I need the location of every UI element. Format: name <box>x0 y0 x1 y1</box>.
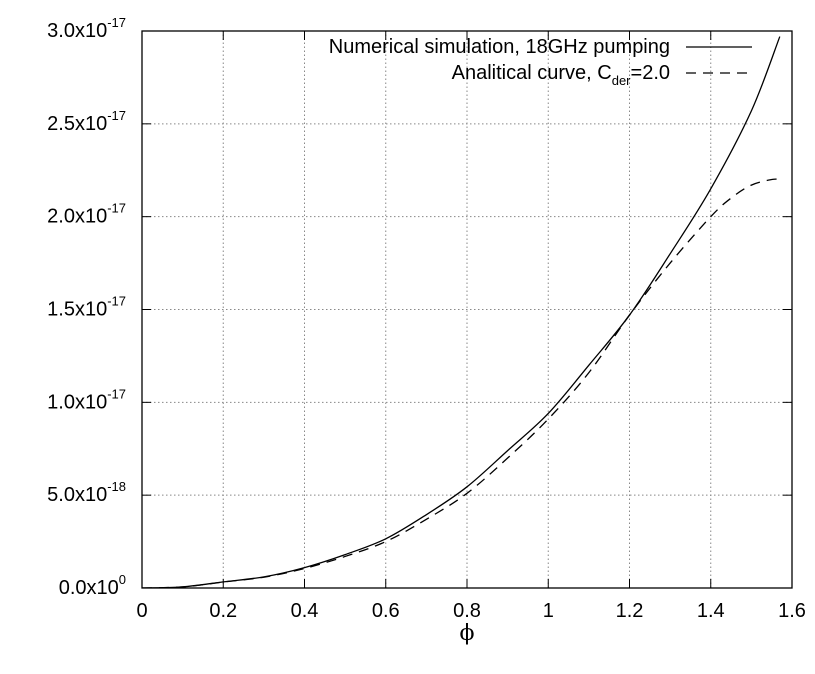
legend-label-numerical: Numerical simulation, 18GHz pumping <box>329 36 670 58</box>
ticks <box>141 30 793 589</box>
y-tick-label: 2.0x10-17 <box>47 201 126 228</box>
legend-label-analytical-subscript: der <box>612 73 631 88</box>
y-tick-label: 3.0x10-17 <box>47 15 126 42</box>
series-layer <box>142 36 781 588</box>
x-tick-label: 1.2 <box>616 600 644 622</box>
legend-label-analytical: Analitical curve, Cder=2.0 <box>452 62 670 88</box>
y-tick-label: 1.5x10-17 <box>47 294 126 321</box>
y-tick-label: 1.0x10-17 <box>47 386 126 413</box>
series-line-analytical <box>142 178 780 588</box>
x-tick-label: 0.8 <box>453 600 481 622</box>
x-tick-label: 0.6 <box>372 600 400 622</box>
x-tick-label: 1 <box>543 600 554 622</box>
x-tick-label: 0.2 <box>209 600 237 622</box>
x-tick-label: 1.4 <box>697 600 725 622</box>
x-tick-label: 0 <box>136 600 147 622</box>
legend: Numerical simulation, 18GHz pumping Anal… <box>329 36 752 88</box>
x-axis-label: ϕ <box>460 621 475 646</box>
y-tick-label: 0.0x100 <box>59 572 126 599</box>
y-tick-label: 5.0x10-18 <box>47 479 126 506</box>
legend-label-analytical-suffix: =2.0 <box>631 62 670 84</box>
tick-labels: 0 0.2 0.4 0.6 0.8 1 1.2 1.4 1.6 0.0x100 5.0x10-18 1… <box>47 15 806 622</box>
legend-label-analytical-prefix: Analitical curve, C <box>452 62 612 84</box>
y-tick-label: 2.5x10-17 <box>47 108 126 135</box>
grid <box>142 31 792 588</box>
x-tick-label: 0.4 <box>291 600 319 622</box>
series-line-numerical <box>142 36 781 588</box>
x-tick-label: 1.6 <box>778 600 806 622</box>
